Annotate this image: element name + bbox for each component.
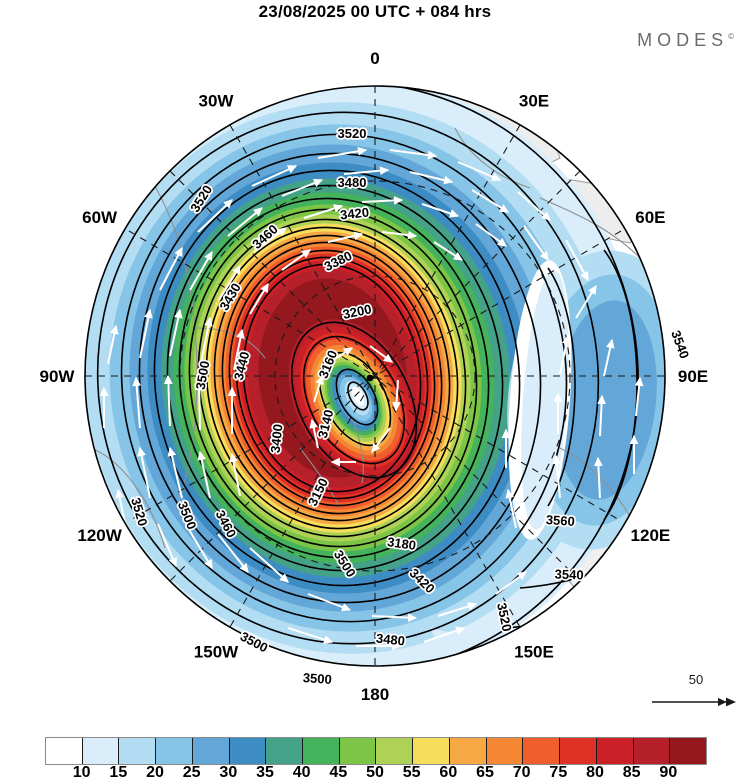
colorbar-tick-label: 50 bbox=[366, 764, 384, 781]
wind-vectors bbox=[92, 146, 644, 651]
colorbar-tick-label: 35 bbox=[256, 764, 274, 781]
contour-label: 3540 bbox=[554, 567, 583, 583]
colorbar-tick-label: 20 bbox=[146, 764, 164, 781]
reference-vector-arrow bbox=[652, 697, 736, 707]
colorbar-ticks: 10 15 20 25 30 35 40 45 50 55 60 65 70 75 80 85 90 bbox=[0, 764, 750, 784]
contour-label: 3400 bbox=[268, 423, 286, 453]
colorbar-cell bbox=[560, 738, 597, 764]
colorbar-tick-label: 30 bbox=[219, 764, 238, 781]
contour-label-halo: 3480 bbox=[375, 631, 405, 649]
colorbar-tick-label: 10 bbox=[72, 764, 91, 781]
colorbar-tick-label: 45 bbox=[329, 764, 348, 781]
colorbar-tick-label: 85 bbox=[622, 764, 641, 781]
colorbar-tick-label: 75 bbox=[549, 764, 568, 781]
contour-label: 3500 bbox=[193, 360, 213, 391]
colorbar-cell bbox=[486, 738, 524, 764]
globe-outline bbox=[84, 85, 666, 667]
colorbar-tick-label: 70 bbox=[512, 764, 531, 781]
figure-title: 23/08/2025 00 UTC + 084 hrs bbox=[258, 2, 492, 21]
colorbar-cell bbox=[119, 738, 157, 764]
colorbar-cell bbox=[413, 738, 450, 764]
colorbar-tick-label: 80 bbox=[586, 764, 604, 781]
polar-map: 3520 3520 3520 3520 3480 3480 3420 3420 3460 3460… bbox=[0, 28, 750, 718]
longitude-label: 90E bbox=[678, 367, 708, 386]
copyright-icon: © bbox=[728, 32, 734, 41]
colorbar-cell bbox=[523, 738, 561, 764]
colorbar-cell bbox=[596, 738, 634, 764]
longitude-label: 120W bbox=[77, 526, 122, 545]
contour-label: 3440 bbox=[231, 350, 253, 382]
longitude-label: 60E bbox=[635, 208, 665, 227]
calm-patch-sw bbox=[85, 588, 180, 666]
contour-label-halo: 3500 bbox=[193, 360, 213, 391]
shaded-field bbox=[85, 86, 665, 666]
contour-label: 3520 bbox=[338, 126, 367, 141]
colorbar-tick-label: 60 bbox=[439, 764, 458, 781]
contour-label-halo: 3400 bbox=[268, 423, 286, 453]
longitude-label: 0 bbox=[370, 49, 379, 68]
colorbar-cell bbox=[266, 738, 304, 764]
colorbar-tick-label: 15 bbox=[109, 764, 128, 781]
colorbar-tick-label: 40 bbox=[292, 764, 311, 781]
longitude-label: 150W bbox=[194, 642, 239, 661]
longitude-label-group: 0 30E 60E 90E 120E 150E 180 150W 120W 90W 60W 30W bbox=[40, 49, 709, 704]
contour-label: 3540 bbox=[668, 328, 692, 360]
colorbar bbox=[45, 737, 707, 765]
contour-label: 3180 bbox=[386, 534, 417, 553]
contour-label: 3480 bbox=[375, 631, 405, 649]
north-pole-marker bbox=[366, 374, 374, 382]
contour-label: 3500 bbox=[302, 670, 332, 687]
contour-label-halo: 3520 bbox=[338, 126, 367, 141]
colorbar-cell bbox=[449, 738, 487, 764]
colorbar-cell bbox=[156, 738, 193, 764]
contour-label-halo: 3420 bbox=[339, 205, 369, 223]
colorbar-tick-label: 65 bbox=[476, 764, 494, 781]
longitude-label: 30E bbox=[519, 92, 549, 111]
graticule bbox=[85, 86, 665, 666]
colorbar-cell bbox=[46, 738, 83, 764]
contour-label-halo: 3480 bbox=[338, 175, 367, 190]
contour-label: 3420 bbox=[339, 205, 369, 223]
modes-logo: MODES© bbox=[637, 30, 734, 51]
contour-label: 3480 bbox=[338, 175, 367, 190]
colorbar-cell bbox=[303, 738, 340, 764]
colorbar-cell bbox=[192, 738, 230, 764]
modes-logo-text: MODES bbox=[637, 30, 729, 50]
reference-vector: 50 bbox=[648, 672, 744, 714]
longitude-label: 180 bbox=[361, 685, 389, 704]
longitude-label: 60W bbox=[82, 208, 118, 227]
colorbar-cell bbox=[633, 738, 671, 764]
longitude-label: 90W bbox=[40, 367, 76, 386]
colorbar-cell bbox=[229, 738, 267, 764]
contour-label-halo: 3560 bbox=[545, 512, 575, 529]
contour-label: 3140 bbox=[315, 408, 337, 440]
reference-vector-label: 50 bbox=[688, 672, 704, 687]
contour-label-halo: 3540 bbox=[554, 567, 583, 583]
longitude-label: 150E bbox=[514, 642, 554, 661]
contour-label-halo: 3500 bbox=[302, 670, 332, 687]
colorbar-cell bbox=[339, 738, 377, 764]
contour-label-halo: 3180 bbox=[386, 534, 417, 553]
colorbar-cell bbox=[670, 738, 706, 764]
colorbar-tick-label: 25 bbox=[182, 764, 201, 781]
contour-label: 3200 bbox=[341, 301, 372, 322]
longitude-label: 120E bbox=[631, 526, 671, 545]
contour-label: 3520 bbox=[494, 601, 515, 632]
colorbar-tick-label: 55 bbox=[402, 764, 421, 781]
longitude-label: 30W bbox=[199, 92, 235, 111]
contour-label: 3560 bbox=[545, 512, 575, 529]
colorbar-cell bbox=[376, 738, 414, 764]
colorbar-tick-label: 90 bbox=[659, 764, 678, 781]
colorbar-cell bbox=[82, 738, 120, 764]
